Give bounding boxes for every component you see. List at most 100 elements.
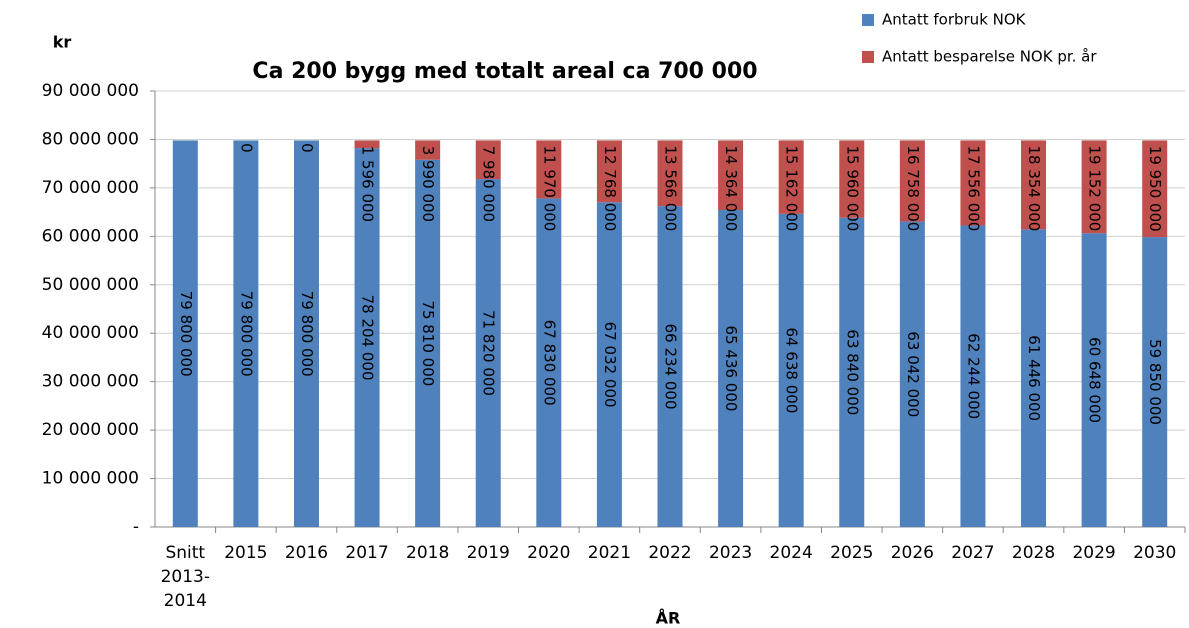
x-tick-label: 2016 bbox=[284, 543, 329, 563]
bar-segment bbox=[899, 140, 925, 222]
bar-segment bbox=[657, 140, 683, 207]
value-label: 79 800 000 bbox=[177, 291, 195, 377]
y-tick-label: 40 000 000 bbox=[42, 323, 139, 343]
x-tick-label: 2026 bbox=[890, 543, 934, 563]
value-label: 61 446 000 bbox=[1025, 335, 1043, 421]
x-axis-label: ÅR bbox=[656, 609, 681, 628]
y-tick-label: 30 000 000 bbox=[42, 372, 139, 392]
value-label: 15 162 000 bbox=[783, 145, 801, 231]
x-tick-label: 2015 bbox=[224, 543, 268, 563]
value-label: 11 970 000 bbox=[540, 145, 558, 231]
y-tick-label: 90 000 000 bbox=[42, 81, 139, 101]
value-label: 16 758 000 bbox=[904, 145, 922, 231]
y-tick-label: 80 000 000 bbox=[42, 129, 139, 149]
value-label: 13 566 000 bbox=[662, 145, 680, 231]
bar-segment bbox=[415, 140, 441, 160]
value-label: 15 960 000 bbox=[843, 145, 861, 231]
bar-segment bbox=[596, 202, 622, 527]
bar-segment bbox=[172, 140, 198, 527]
value-label: 71 820 000 bbox=[480, 310, 498, 396]
value-label: 79 800 000 bbox=[298, 291, 316, 377]
y-tick-label: 10 000 000 bbox=[42, 469, 139, 489]
value-label: 65 436 000 bbox=[722, 326, 740, 412]
bar-segment bbox=[596, 140, 622, 203]
value-label: 59 850 000 bbox=[1146, 339, 1164, 425]
value-label: 18 354 000 bbox=[1025, 145, 1043, 231]
y-tick-label: 20 000 000 bbox=[42, 420, 139, 440]
x-tick-label: 2029 bbox=[1072, 543, 1116, 563]
bar-segment bbox=[1021, 140, 1047, 230]
bar-segment bbox=[778, 213, 804, 527]
y-tick-label: - bbox=[133, 517, 139, 537]
x-tick-label: 2028 bbox=[1011, 543, 1056, 563]
value-label: 60 648 000 bbox=[1086, 337, 1104, 423]
value-label: 0 bbox=[237, 143, 255, 153]
legend-swatch bbox=[862, 51, 874, 63]
value-label: 19 152 000 bbox=[1086, 145, 1104, 231]
value-label: 12 768 000 bbox=[601, 145, 619, 231]
bar-segment bbox=[536, 140, 562, 199]
bar-segment bbox=[1081, 140, 1107, 234]
x-tick-label: 2020 bbox=[527, 543, 571, 563]
x-tick-label: 2030 bbox=[1133, 543, 1177, 563]
value-label: 67 830 000 bbox=[540, 320, 558, 406]
bar-segment bbox=[1021, 229, 1047, 528]
bar-segment bbox=[293, 140, 319, 527]
bar-segment bbox=[839, 140, 865, 218]
bar-segment bbox=[1142, 237, 1168, 527]
value-label: 1 596 000 bbox=[359, 146, 377, 222]
y-axis-label: kr bbox=[53, 33, 72, 52]
bar-segment bbox=[657, 206, 683, 528]
value-label: 79 800 000 bbox=[237, 291, 255, 377]
bar-segment bbox=[1081, 233, 1107, 527]
value-label: 78 204 000 bbox=[359, 295, 377, 381]
value-label: 3 990 000 bbox=[419, 146, 437, 222]
bar-segment bbox=[718, 209, 744, 527]
bar-segment bbox=[839, 217, 865, 528]
bar-segment bbox=[475, 179, 501, 527]
x-tick-label: 2019 bbox=[466, 543, 510, 563]
x-tick-label: 2027 bbox=[951, 543, 995, 563]
value-label: 75 810 000 bbox=[419, 300, 437, 386]
bar-segment bbox=[960, 225, 986, 527]
value-label: 14 364 000 bbox=[722, 145, 740, 231]
y-tick-label: 60 000 000 bbox=[42, 226, 139, 246]
legend-swatch bbox=[862, 14, 874, 26]
value-label: 67 032 000 bbox=[601, 322, 619, 408]
bar-segment bbox=[415, 159, 441, 527]
y-tick-label: 50 000 000 bbox=[42, 275, 139, 295]
x-tick-label: Snitt 2013-2014 bbox=[160, 543, 210, 611]
legend-label: Antatt besparelse NOK pr. år bbox=[882, 48, 1097, 66]
x-tick-label: 2025 bbox=[830, 543, 874, 563]
value-label: 62 244 000 bbox=[964, 333, 982, 419]
bar-segment bbox=[354, 140, 380, 149]
x-tick-label: 2024 bbox=[769, 543, 813, 563]
x-tick-label: 2023 bbox=[708, 543, 753, 563]
value-label: 63 042 000 bbox=[904, 331, 922, 417]
value-label: 0 bbox=[298, 143, 316, 153]
chart-title: Ca 200 bygg med totalt areal ca 700 000 bbox=[252, 59, 757, 84]
x-tick-label: 2017 bbox=[345, 543, 389, 563]
x-tick-label: 2018 bbox=[406, 543, 450, 563]
bar-segment bbox=[718, 140, 744, 210]
x-tick-label: 2022 bbox=[648, 543, 692, 563]
bar-segment bbox=[475, 140, 501, 180]
bar-segment bbox=[778, 140, 804, 214]
x-tick-label: 2021 bbox=[587, 543, 632, 563]
bar-segment bbox=[1142, 140, 1168, 238]
value-label: 66 234 000 bbox=[662, 324, 680, 410]
value-label: 17 556 000 bbox=[964, 145, 982, 231]
y-tick-label: 70 000 000 bbox=[42, 178, 139, 198]
value-label: 63 840 000 bbox=[843, 329, 861, 415]
value-label: 64 638 000 bbox=[783, 327, 801, 413]
value-label: 19 950 000 bbox=[1146, 146, 1164, 232]
bar-segment bbox=[899, 221, 925, 527]
bar-segment bbox=[960, 140, 986, 226]
legend-label: Antatt forbruk NOK bbox=[882, 11, 1027, 29]
bar-segment bbox=[536, 198, 562, 527]
bar-segment bbox=[354, 148, 380, 527]
value-label: 7 980 000 bbox=[480, 146, 498, 222]
bar-segment bbox=[233, 140, 259, 527]
